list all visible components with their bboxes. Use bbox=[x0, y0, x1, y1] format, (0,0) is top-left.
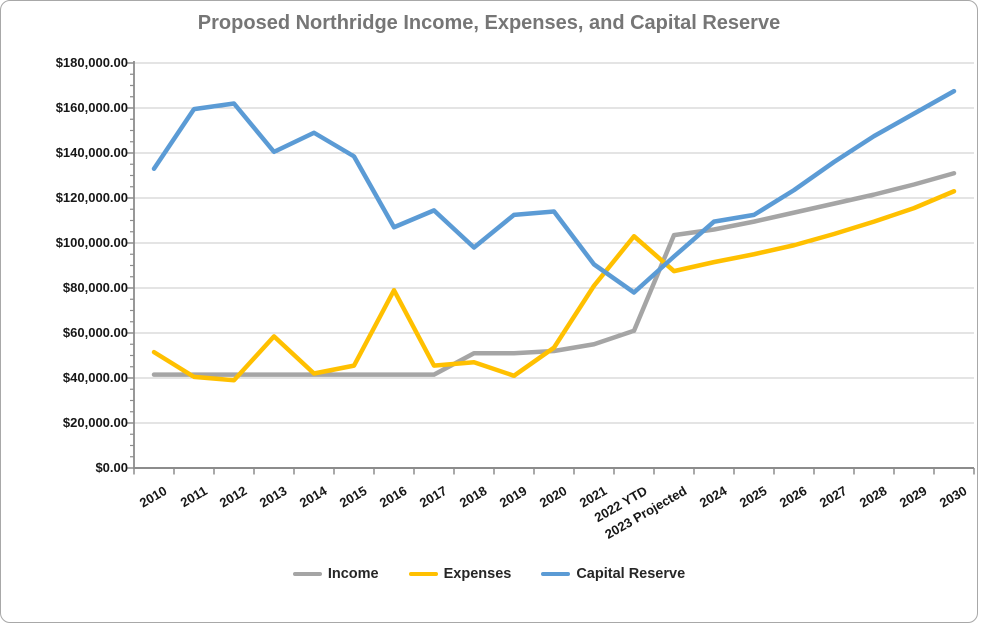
legend-item-expenses: Expenses bbox=[408, 566, 512, 582]
legend-label: Capital Reserve bbox=[576, 566, 686, 582]
legend-swatch bbox=[408, 571, 438, 577]
series-line-capital-reserve bbox=[151, 88, 957, 295]
legend-swatch bbox=[541, 571, 571, 577]
legend-item-income: Income bbox=[292, 566, 379, 582]
series-line-expenses bbox=[151, 189, 957, 383]
y-tick-label: $80,000.00 bbox=[62, 280, 128, 295]
y-tick-label: $120,000.00 bbox=[55, 190, 128, 205]
chart-title: Proposed Northridge Income, Expenses, an… bbox=[197, 12, 781, 34]
chart-legend: Income Expenses Capital Reserve bbox=[1, 566, 977, 582]
y-tick-label: $60,000.00 bbox=[62, 325, 128, 340]
legend-label: Income bbox=[327, 566, 379, 582]
y-tick-label: $0.00 bbox=[95, 460, 128, 475]
y-tick-label: $20,000.00 bbox=[62, 415, 128, 430]
y-tick-label: $40,000.00 bbox=[62, 370, 128, 385]
legend-item-capital-reserve: Capital Reserve bbox=[541, 566, 685, 582]
series-line-income bbox=[151, 171, 957, 377]
y-tick-label: $180,000.00 bbox=[55, 55, 128, 70]
y-tick-label: $160,000.00 bbox=[55, 100, 128, 115]
y-tick-label: $140,000.00 bbox=[55, 145, 128, 160]
legend-label: Expenses bbox=[443, 566, 512, 582]
legend-swatch bbox=[292, 571, 322, 577]
y-tick-label: $100,000.00 bbox=[55, 235, 128, 250]
